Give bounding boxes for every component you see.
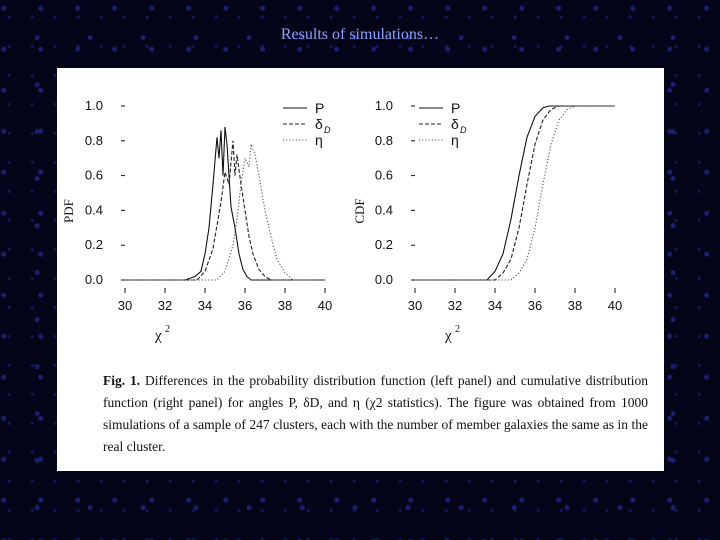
- y-tick-label: 0.8: [85, 133, 103, 148]
- y-axis-label: PDF: [61, 199, 76, 223]
- x-tick-label: 38: [278, 298, 292, 313]
- legend-label: η: [315, 132, 323, 148]
- x-axis-label: χ: [444, 328, 452, 344]
- x-tick-label: 36: [238, 298, 252, 313]
- x-tick-label: 40: [318, 298, 332, 313]
- x-axis-label-superscript: 2: [455, 324, 460, 335]
- y-tick-label: 0.0: [375, 272, 393, 287]
- x-tick-label: 30: [118, 298, 132, 313]
- caption-text: Differences in the probability distribut…: [103, 373, 649, 454]
- legend-label: δ: [315, 116, 323, 132]
- figure-caption: Fig. 1. Differences in the probability d…: [103, 370, 648, 458]
- series-line-η: [415, 105, 615, 281]
- x-tick-label: 34: [488, 298, 502, 313]
- legend-label-subscript: D: [324, 125, 331, 135]
- x-tick-label: 36: [528, 298, 542, 313]
- y-tick-label: 0.2: [85, 237, 103, 252]
- y-tick-label: 0.8: [375, 133, 393, 148]
- series-line-η: [125, 144, 325, 281]
- x-tick-label: 30: [408, 298, 422, 313]
- y-tick-label: 0.4: [375, 202, 393, 217]
- y-tick-label: 0.0: [85, 272, 103, 287]
- series-line-P: [415, 105, 615, 281]
- x-tick-label: 38: [568, 298, 582, 313]
- legend-label: P: [315, 100, 324, 116]
- x-tick-label: 34: [198, 298, 212, 313]
- x-axis-label-superscript: 2: [165, 324, 170, 335]
- y-tick-label: 1.0: [375, 98, 393, 113]
- y-tick-label: 0.6: [85, 168, 103, 183]
- caption-label: Fig. 1.: [103, 373, 141, 388]
- y-tick-label: 0.6: [375, 168, 393, 183]
- series-line-δD: [125, 140, 325, 281]
- series-line-P: [125, 126, 325, 281]
- y-axis-label: CDF: [352, 198, 367, 223]
- y-tick-label: 0.4: [85, 202, 103, 217]
- x-tick-label: 32: [158, 298, 172, 313]
- legend-label: δ: [451, 116, 459, 132]
- x-tick-label: 32: [448, 298, 462, 313]
- series-line-δD: [415, 105, 615, 281]
- y-tick-label: 0.2: [375, 237, 393, 252]
- legend-label-subscript: D: [460, 125, 467, 135]
- x-axis-label: χ: [154, 328, 162, 344]
- y-tick-label: 1.0: [85, 98, 103, 113]
- legend-label: P: [451, 100, 460, 116]
- slide-title: Results of simulations…: [280, 26, 440, 43]
- x-tick-label: 40: [608, 298, 622, 313]
- legend-label: η: [451, 132, 459, 148]
